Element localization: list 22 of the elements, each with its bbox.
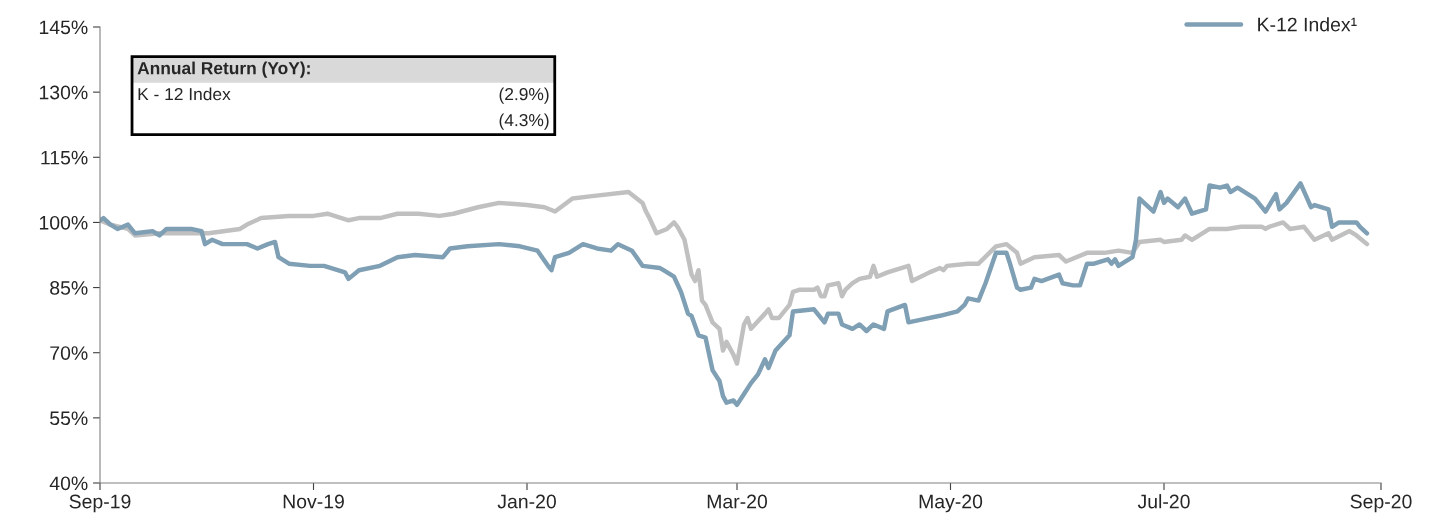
x-tick-label: May-20 [919,494,983,513]
x-tick-label: Sep-20 [1350,494,1412,513]
annotation: (4.3%) [499,113,549,130]
y-tick-label: 70% [50,346,88,360]
annotation: Annual Return (YoY): [137,61,310,78]
x-tick-label: Sep-19 [69,494,131,513]
x-tick-label: Mar-20 [707,494,768,509]
y-tick-label: 130% [39,85,88,100]
legend-label: K-12 Index¹ [1258,17,1357,32]
annotation: (2.9%) [499,87,549,104]
x-tick-label: Jan-20 [497,494,556,509]
x-tick-label: Jul-20 [1137,494,1190,509]
annotation: K - 12 Index [138,87,231,101]
y-tick-label: 145% [39,20,88,35]
line-series [100,189,1370,366]
y-tick-label: 100% [39,215,88,230]
y-tick-label: 115% [41,150,88,165]
line-series [100,181,1370,408]
y-tick-label: 55% [50,411,88,426]
y-tick-label: 40% [49,476,88,491]
x-tick-label: Nov-19 [283,494,344,509]
y-tick-label: 85% [50,281,88,295]
